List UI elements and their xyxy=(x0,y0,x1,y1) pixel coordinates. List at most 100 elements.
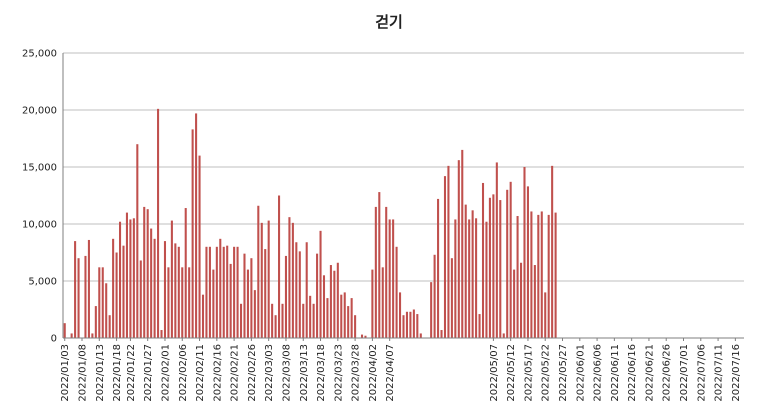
x-tick-label: 2022/02/06 xyxy=(178,344,189,402)
bar xyxy=(316,253,319,338)
bar xyxy=(157,108,160,338)
bar xyxy=(195,113,198,338)
bar xyxy=(488,197,491,338)
x-tick-label: 2022/04/07 xyxy=(385,344,396,402)
bar xyxy=(291,222,294,338)
bar xyxy=(239,303,243,338)
y-tick-label: 20,000 xyxy=(22,106,57,117)
bar xyxy=(322,275,326,338)
x-tick-label: 2022/01/18 xyxy=(112,344,123,402)
bar xyxy=(278,195,281,338)
bar xyxy=(160,330,163,338)
x-tick-label: 2022/01/22 xyxy=(126,344,137,402)
x-tick-label: 2022/02/26 xyxy=(247,344,258,402)
bar xyxy=(450,258,453,338)
bar xyxy=(115,252,118,338)
bar xyxy=(457,160,460,338)
x-tick-label: 2022/06/26 xyxy=(662,344,673,402)
bar xyxy=(143,206,146,338)
x-tick-label: 2022/02/21 xyxy=(230,344,241,402)
x-tick-label: 2022/02/11 xyxy=(195,344,206,402)
x-tick-label: 2022/06/06 xyxy=(593,344,604,402)
bar xyxy=(526,186,529,338)
y-tick-label: 15,000 xyxy=(22,163,57,174)
bar xyxy=(319,230,322,338)
bar xyxy=(360,334,364,338)
bar xyxy=(170,220,173,338)
x-tick-labels: 2022/01/03 2022/01/08 2022/01/13 2022/01/18… xyxy=(60,344,742,402)
bar xyxy=(354,315,357,338)
bar xyxy=(295,242,298,338)
bar xyxy=(184,208,187,338)
bar xyxy=(461,149,464,338)
bar xyxy=(215,246,218,338)
bar xyxy=(91,333,94,338)
x-tick-label: 2022/06/16 xyxy=(627,344,638,402)
bar xyxy=(343,292,346,338)
bars xyxy=(63,108,557,338)
bar xyxy=(412,309,415,338)
chart-title: 걷기 xyxy=(375,13,403,31)
bar xyxy=(537,214,540,338)
bar xyxy=(246,269,249,338)
bar xyxy=(388,219,391,338)
y-tick-label: 25,000 xyxy=(22,49,57,60)
bar xyxy=(63,323,66,338)
bar xyxy=(399,292,402,338)
bar xyxy=(122,245,125,338)
bar xyxy=(347,306,350,338)
bar xyxy=(284,255,288,338)
x-tick-label: 2022/02/16 xyxy=(212,344,223,402)
bar xyxy=(312,303,315,338)
bar xyxy=(260,222,263,338)
bar xyxy=(105,283,108,338)
bar xyxy=(419,333,422,338)
bar xyxy=(530,211,533,338)
bar xyxy=(499,200,502,338)
bar xyxy=(516,216,519,338)
bar xyxy=(495,162,498,338)
bar xyxy=(219,238,222,338)
bar xyxy=(84,255,87,338)
bar xyxy=(502,333,505,338)
bar xyxy=(478,314,481,338)
bar xyxy=(98,267,101,338)
bar xyxy=(336,262,339,338)
bar xyxy=(139,260,142,338)
bar xyxy=(146,209,149,338)
bar xyxy=(506,189,509,338)
bar xyxy=(471,210,474,338)
bar xyxy=(509,181,512,338)
bar xyxy=(447,165,450,338)
bar xyxy=(468,219,471,338)
x-tick-label: 2022/03/13 xyxy=(299,344,310,402)
bar xyxy=(243,253,246,338)
bar xyxy=(74,241,77,338)
bar xyxy=(329,265,332,338)
x-tick-label: 2022/01/13 xyxy=(95,344,106,402)
bar xyxy=(150,228,153,338)
bar xyxy=(540,211,543,338)
bar xyxy=(364,335,367,338)
x-tick-label: 2022/01/08 xyxy=(78,344,89,402)
bar xyxy=(443,176,447,338)
bar xyxy=(533,265,536,338)
bar xyxy=(298,251,301,338)
bar xyxy=(174,243,177,338)
bar xyxy=(381,267,384,338)
bar xyxy=(288,217,291,338)
bar xyxy=(136,144,139,338)
bar xyxy=(112,238,115,338)
bar xyxy=(554,212,557,338)
bar xyxy=(513,269,516,338)
bar xyxy=(309,295,312,338)
bar xyxy=(253,290,256,338)
bar xyxy=(201,294,205,338)
bar xyxy=(378,192,381,338)
bar xyxy=(485,221,488,338)
bar xyxy=(94,306,97,338)
x-tick-label: 2022/06/01 xyxy=(575,344,586,402)
bar xyxy=(229,263,232,338)
